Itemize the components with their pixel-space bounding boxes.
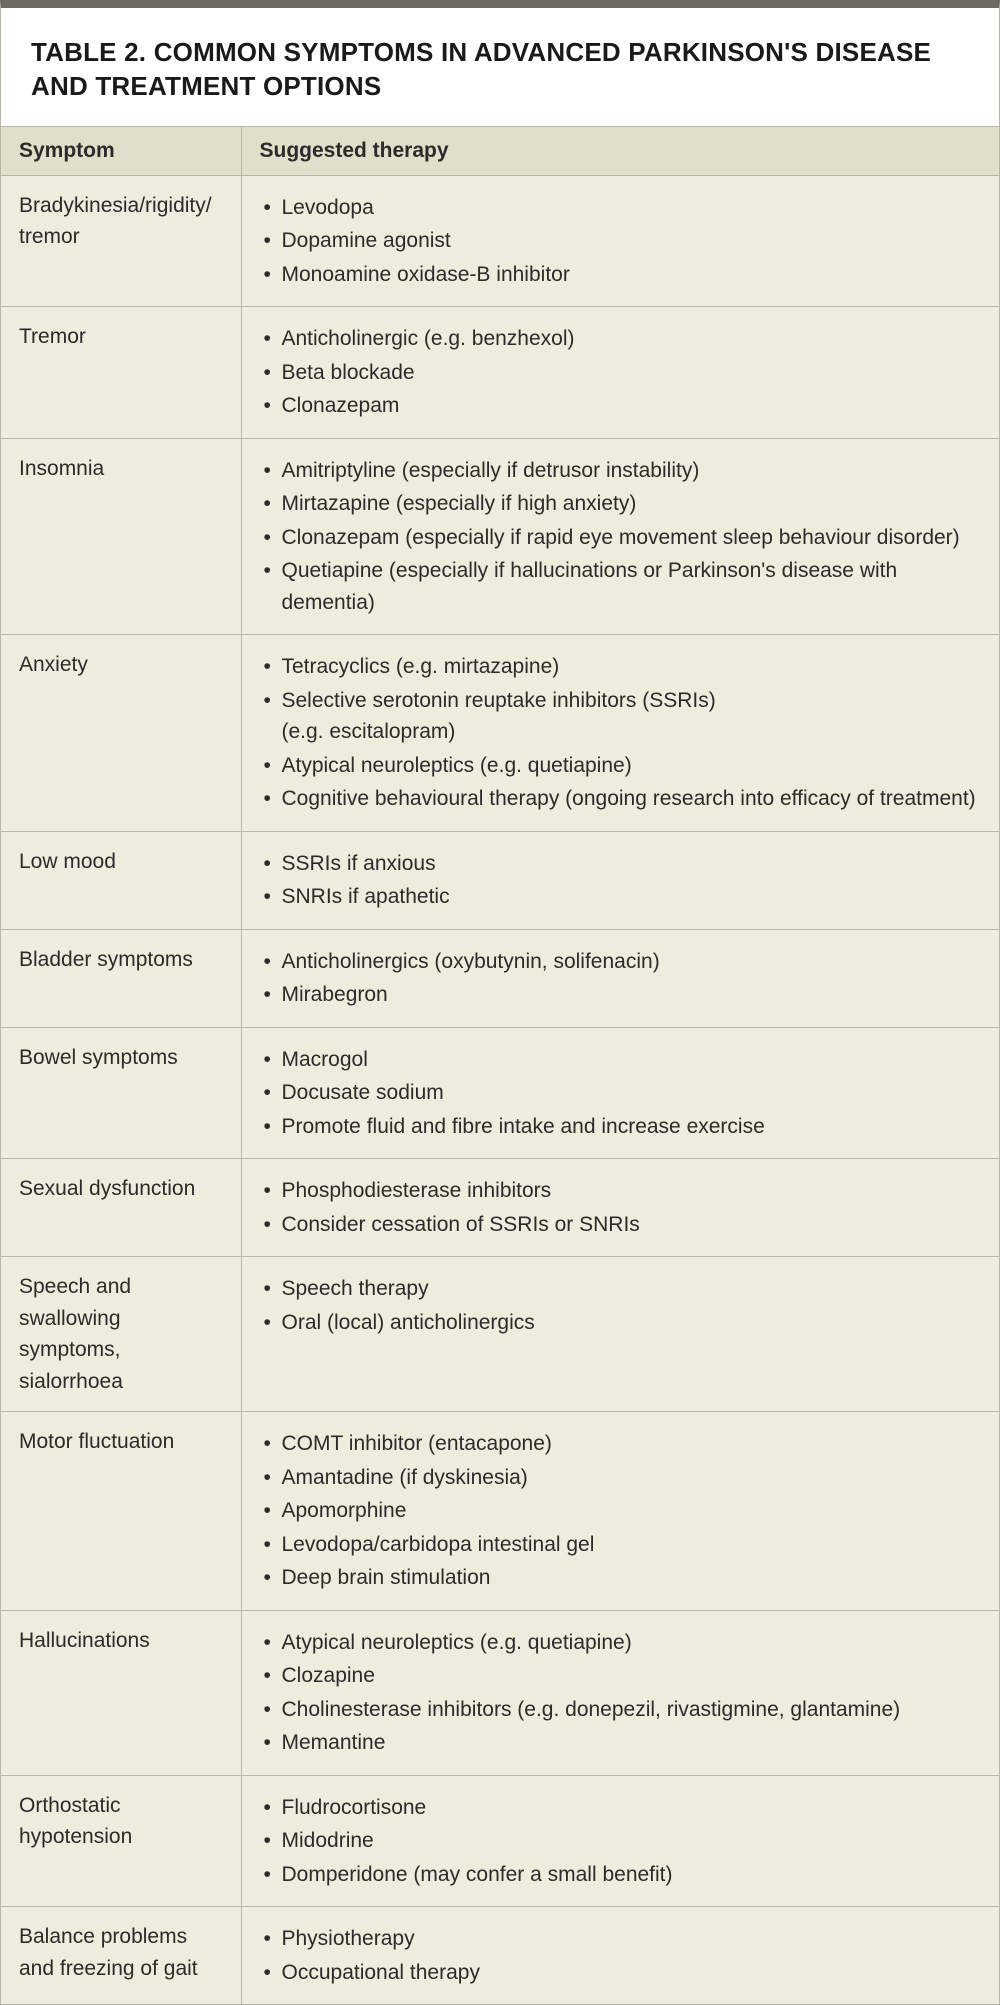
- therapy-list: Tetracyclics (e.g. mirtazapine)Selective…: [260, 651, 982, 815]
- therapy-item: Domperidone (may confer a small benefit): [282, 1859, 982, 1891]
- table-row: Balance problems and freezing of gait Phy…: [1, 1907, 999, 2005]
- symptom-cell: Anxiety: [1, 635, 241, 832]
- therapy-item: COMT inhibitor (entacapone): [282, 1428, 982, 1460]
- table-title-text: COMMON SYMPTOMS IN ADVANCED PARKINSON'S …: [31, 37, 931, 101]
- symptom-therapy-table: Symptom Suggested therapy Bradykinesia/r…: [1, 126, 999, 2005]
- therapy-cell: MacrogolDocusate sodiumPromote fluid and…: [241, 1027, 999, 1159]
- therapy-list: PhysiotherapyOccupational therapy: [260, 1923, 982, 1988]
- col-header-symptom: Symptom: [1, 126, 241, 175]
- therapy-item: Levodopa/carbidopa intestinal gel: [282, 1529, 982, 1561]
- therapy-cell: Anticholinergics (oxybutynin, solifenaci…: [241, 929, 999, 1027]
- symptom-cell: Sexual dysfunction: [1, 1159, 241, 1257]
- table-row: Motor fluctuationCOMT inhibitor (entacap…: [1, 1412, 999, 1611]
- symptom-cell: Hallucinations: [1, 1610, 241, 1775]
- table-row: TremorAnticholinergic (e.g. benzhexol)Be…: [1, 307, 999, 439]
- symptom-cell: Tremor: [1, 307, 241, 439]
- therapy-item: Monoamine oxidase-B inhibitor: [282, 259, 982, 291]
- symptom-cell: Low mood: [1, 831, 241, 929]
- therapy-item: Macrogol: [282, 1044, 982, 1076]
- therapy-cell: Atypical neuroleptics (e.g. quetiapine)C…: [241, 1610, 999, 1775]
- therapy-item: Dopamine agonist: [282, 225, 982, 257]
- table-header-row: Symptom Suggested therapy: [1, 126, 999, 175]
- table-row: AnxietyTetracyclics (e.g. mirtazapine)Se…: [1, 635, 999, 832]
- therapy-item: Mirabegron: [282, 979, 982, 1011]
- table-title: TABLE 2. COMMON SYMPTOMS IN ADVANCED PAR…: [31, 36, 969, 104]
- table-number: TABLE 2.: [31, 37, 146, 67]
- table-row: HallucinationsAtypical neuroleptics (e.g…: [1, 1610, 999, 1775]
- therapy-list: MacrogolDocusate sodiumPromote fluid and…: [260, 1044, 982, 1143]
- table-row: Low mood SSRIs if anxiousSNRIs if apathet…: [1, 831, 999, 929]
- table-row: Sexual dysfunction Phosphodiesterase inhi…: [1, 1159, 999, 1257]
- therapy-cell: COMT inhibitor (entacapone)Amantadine (i…: [241, 1412, 999, 1611]
- table-container: TABLE 2. COMMON SYMPTOMS IN ADVANCED PAR…: [0, 0, 1000, 2005]
- table-row: Insomnia Amitriptyline (especially if det…: [1, 438, 999, 635]
- table-row: Bladder symptoms Anticholinergics (oxybut…: [1, 929, 999, 1027]
- therapy-item: Anticholinergics (oxybutynin, solifenaci…: [282, 946, 982, 978]
- therapy-item: Docusate sodium: [282, 1077, 982, 1109]
- therapy-list: Amitriptyline (especially if detrusor in…: [260, 455, 982, 619]
- table-row: Bradykinesia/rigidity/tremorLevodopaDopa…: [1, 175, 999, 307]
- therapy-list: SSRIs if anxiousSNRIs if apathetic: [260, 848, 982, 913]
- therapy-item: SNRIs if apathetic: [282, 881, 982, 913]
- symptom-cell: Balance problems and freezing of gait: [1, 1907, 241, 2005]
- therapy-item: Amitriptyline (especially if detrusor in…: [282, 455, 982, 487]
- symptom-cell: Bowel symptoms: [1, 1027, 241, 1159]
- table-body: Bradykinesia/rigidity/tremorLevodopaDopa…: [1, 175, 999, 2004]
- therapy-item: Occupational therapy: [282, 1957, 982, 1989]
- table-title-box: TABLE 2. COMMON SYMPTOMS IN ADVANCED PAR…: [1, 8, 999, 126]
- therapy-item: Apomorphine: [282, 1495, 982, 1527]
- therapy-item: Quetiapine (especially if hallucinations…: [282, 555, 982, 618]
- therapy-item: Anticholinergic (e.g. benzhexol): [282, 323, 982, 355]
- therapy-item: Clozapine: [282, 1660, 982, 1692]
- therapy-item: Cholinesterase inhibitors (e.g. donepezi…: [282, 1694, 982, 1726]
- therapy-cell: Anticholinergic (e.g. benzhexol)Beta blo…: [241, 307, 999, 439]
- therapy-item: Selective serotonin reuptake inhibitors …: [282, 685, 982, 748]
- col-header-therapy: Suggested therapy: [241, 126, 999, 175]
- table-row: Bowel symptomsMacrogolDocusate sodiumPro…: [1, 1027, 999, 1159]
- therapy-cell: PhysiotherapyOccupational therapy: [241, 1907, 999, 2005]
- therapy-item: Tetracyclics (e.g. mirtazapine): [282, 651, 982, 683]
- symptom-cell: Bladder symptoms: [1, 929, 241, 1027]
- symptom-cell: Bradykinesia/rigidity/tremor: [1, 175, 241, 307]
- therapy-cell: LevodopaDopamine agonistMonoamine oxidas…: [241, 175, 999, 307]
- therapy-list: Phosphodiesterase inhibitorsConsider ces…: [260, 1175, 982, 1240]
- therapy-cell: Phosphodiesterase inhibitorsConsider ces…: [241, 1159, 999, 1257]
- therapy-list: Anticholinergics (oxybutynin, solifenaci…: [260, 946, 982, 1011]
- therapy-item: Speech therapy: [282, 1273, 982, 1305]
- therapy-item: Physiotherapy: [282, 1923, 982, 1955]
- therapy-item: SSRIs if anxious: [282, 848, 982, 880]
- therapy-item: Mirtazapine (especially if high anxiety): [282, 488, 982, 520]
- therapy-item: Beta blockade: [282, 357, 982, 389]
- therapy-list: Atypical neuroleptics (e.g. quetiapine)C…: [260, 1627, 982, 1759]
- therapy-item: Atypical neuroleptics (e.g. quetiapine): [282, 750, 982, 782]
- therapy-item: Amantadine (if dyskinesia): [282, 1462, 982, 1494]
- therapy-list: LevodopaDopamine agonistMonoamine oxidas…: [260, 192, 982, 291]
- symptom-cell: Insomnia: [1, 438, 241, 635]
- therapy-item: Consider cessation of SSRIs or SNRIs: [282, 1209, 982, 1241]
- therapy-cell: Amitriptyline (especially if detrusor in…: [241, 438, 999, 635]
- therapy-item: Memantine: [282, 1727, 982, 1759]
- symptom-cell: Speech and swallowing symptoms, sialorrh…: [1, 1257, 241, 1412]
- therapy-item: Oral (local) anticholinergics: [282, 1307, 982, 1339]
- therapy-item: Levodopa: [282, 192, 982, 224]
- therapy-item: Phosphodiesterase inhibitors: [282, 1175, 982, 1207]
- therapy-list: Anticholinergic (e.g. benzhexol)Beta blo…: [260, 323, 982, 422]
- symptom-cell: Motor fluctuation: [1, 1412, 241, 1611]
- therapy-item: Atypical neuroleptics (e.g. quetiapine): [282, 1627, 982, 1659]
- therapy-item: Fludrocortisone: [282, 1792, 982, 1824]
- therapy-item: Clonazepam: [282, 390, 982, 422]
- therapy-item: Promote fluid and fibre intake and incre…: [282, 1111, 982, 1143]
- therapy-list: COMT inhibitor (entacapone)Amantadine (i…: [260, 1428, 982, 1594]
- table-row: Speech and swallowing symptoms, sialorrh…: [1, 1257, 999, 1412]
- therapy-item: Clonazepam (especially if rapid eye move…: [282, 522, 982, 554]
- therapy-item-subline: (e.g. escitalopram): [282, 716, 982, 748]
- therapy-item: Deep brain stimulation: [282, 1562, 982, 1594]
- therapy-cell: Tetracyclics (e.g. mirtazapine)Selective…: [241, 635, 999, 832]
- therapy-cell: Speech therapyOral (local) anticholinerg…: [241, 1257, 999, 1412]
- therapy-list: Speech therapyOral (local) anticholinerg…: [260, 1273, 982, 1338]
- therapy-item: Cognitive behavioural therapy (ongoing r…: [282, 783, 982, 815]
- therapy-cell: SSRIs if anxiousSNRIs if apathetic: [241, 831, 999, 929]
